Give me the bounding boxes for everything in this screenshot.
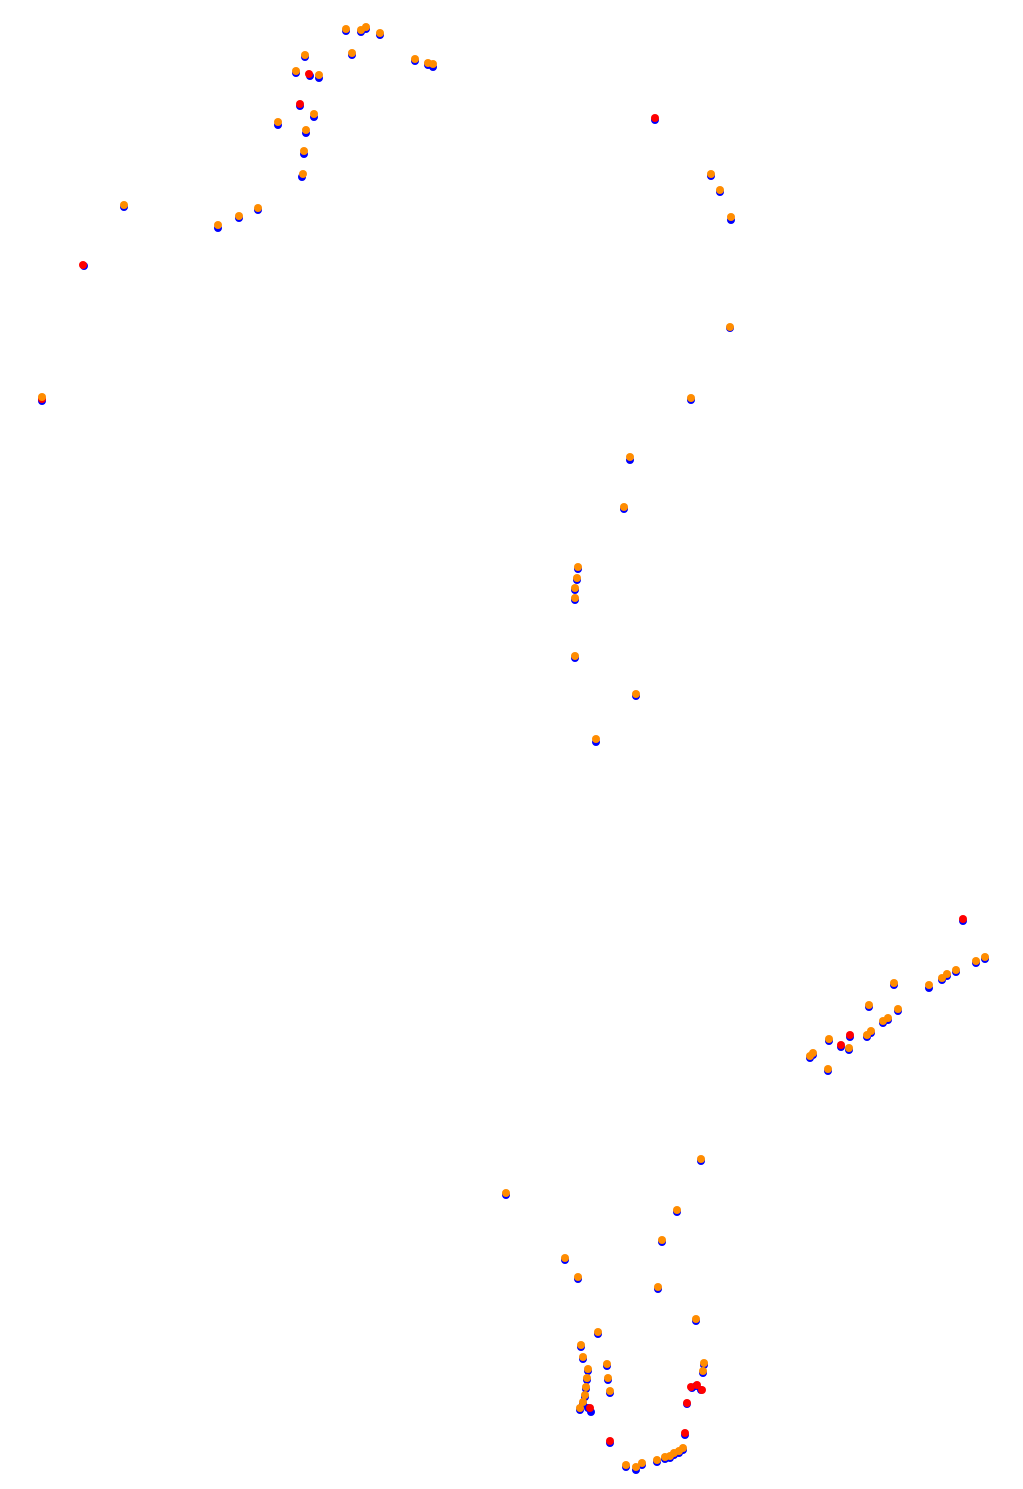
series-2 [38,23,989,1471]
data-point [620,503,628,511]
data-point [727,213,735,221]
data-point [632,1463,640,1471]
data-point [700,1359,708,1367]
data-point [606,1437,614,1445]
data-point [574,563,582,571]
data-point [571,584,579,592]
data-point [606,1387,614,1395]
data-point [604,1374,612,1382]
data-point [925,981,933,989]
data-point [301,51,309,59]
data-point [632,690,640,698]
data-point [348,49,356,57]
data-point [952,966,960,974]
data-point [879,1017,887,1025]
data-point [863,1031,871,1039]
data-point [584,1365,592,1373]
data-point [38,393,46,401]
data-point [865,1001,873,1009]
data-point [254,204,262,212]
data-point [577,1341,585,1349]
data-point [697,1155,705,1163]
data-point [573,574,581,582]
data-point [583,1374,591,1382]
data-point [622,1461,630,1469]
data-point [274,118,282,126]
data-point [315,71,323,79]
data-point [302,126,310,134]
data-point [603,1360,611,1368]
data-point [120,201,128,209]
data-point [837,1041,845,1049]
series-0 [38,25,989,1474]
data-point [699,1367,707,1375]
data-point [673,1206,681,1214]
data-point [305,70,313,78]
data-point [890,979,898,987]
data-point [579,1353,587,1361]
data-point [581,1391,589,1399]
data-point [806,1052,814,1060]
data-point [574,1273,582,1281]
data-point [626,453,634,461]
data-point [586,1404,594,1412]
data-point [894,1005,902,1013]
data-point [579,1398,587,1406]
data-point [594,1328,602,1336]
data-point [362,23,370,31]
data-point [376,29,384,37]
data-point [846,1031,854,1039]
data-point [502,1189,510,1197]
series-layer [38,23,989,1474]
data-point [687,1383,695,1391]
data-point [938,974,946,982]
data-point [310,110,318,118]
data-point [681,1429,689,1437]
data-point [300,147,308,155]
data-point [845,1044,853,1052]
data-point [296,100,304,108]
data-point [79,261,87,269]
data-point [651,114,659,122]
data-point [698,1386,706,1394]
data-point [653,1456,661,1464]
data-point [683,1399,691,1407]
data-point [638,1459,646,1467]
data-point [571,594,579,602]
data-point [692,1315,700,1323]
data-point [561,1254,569,1262]
data-point [582,1383,590,1391]
data-point [959,915,967,923]
data-point [825,1035,833,1043]
data-point [292,67,300,75]
data-point [571,652,579,660]
data-point [429,60,437,68]
data-point [707,170,715,178]
data-point [824,1065,832,1073]
data-point [726,323,734,331]
data-point [654,1283,662,1291]
data-point [342,25,350,33]
data-point [981,953,989,961]
data-point [687,394,695,402]
series-1 [38,70,967,1445]
data-point [235,212,243,220]
data-point [661,1453,669,1461]
data-point [299,170,307,178]
data-point [576,1404,584,1412]
data-point [592,735,600,743]
data-point [972,957,980,965]
data-point [716,186,724,194]
data-point [411,55,419,63]
data-point [658,1236,666,1244]
data-point [214,221,222,229]
